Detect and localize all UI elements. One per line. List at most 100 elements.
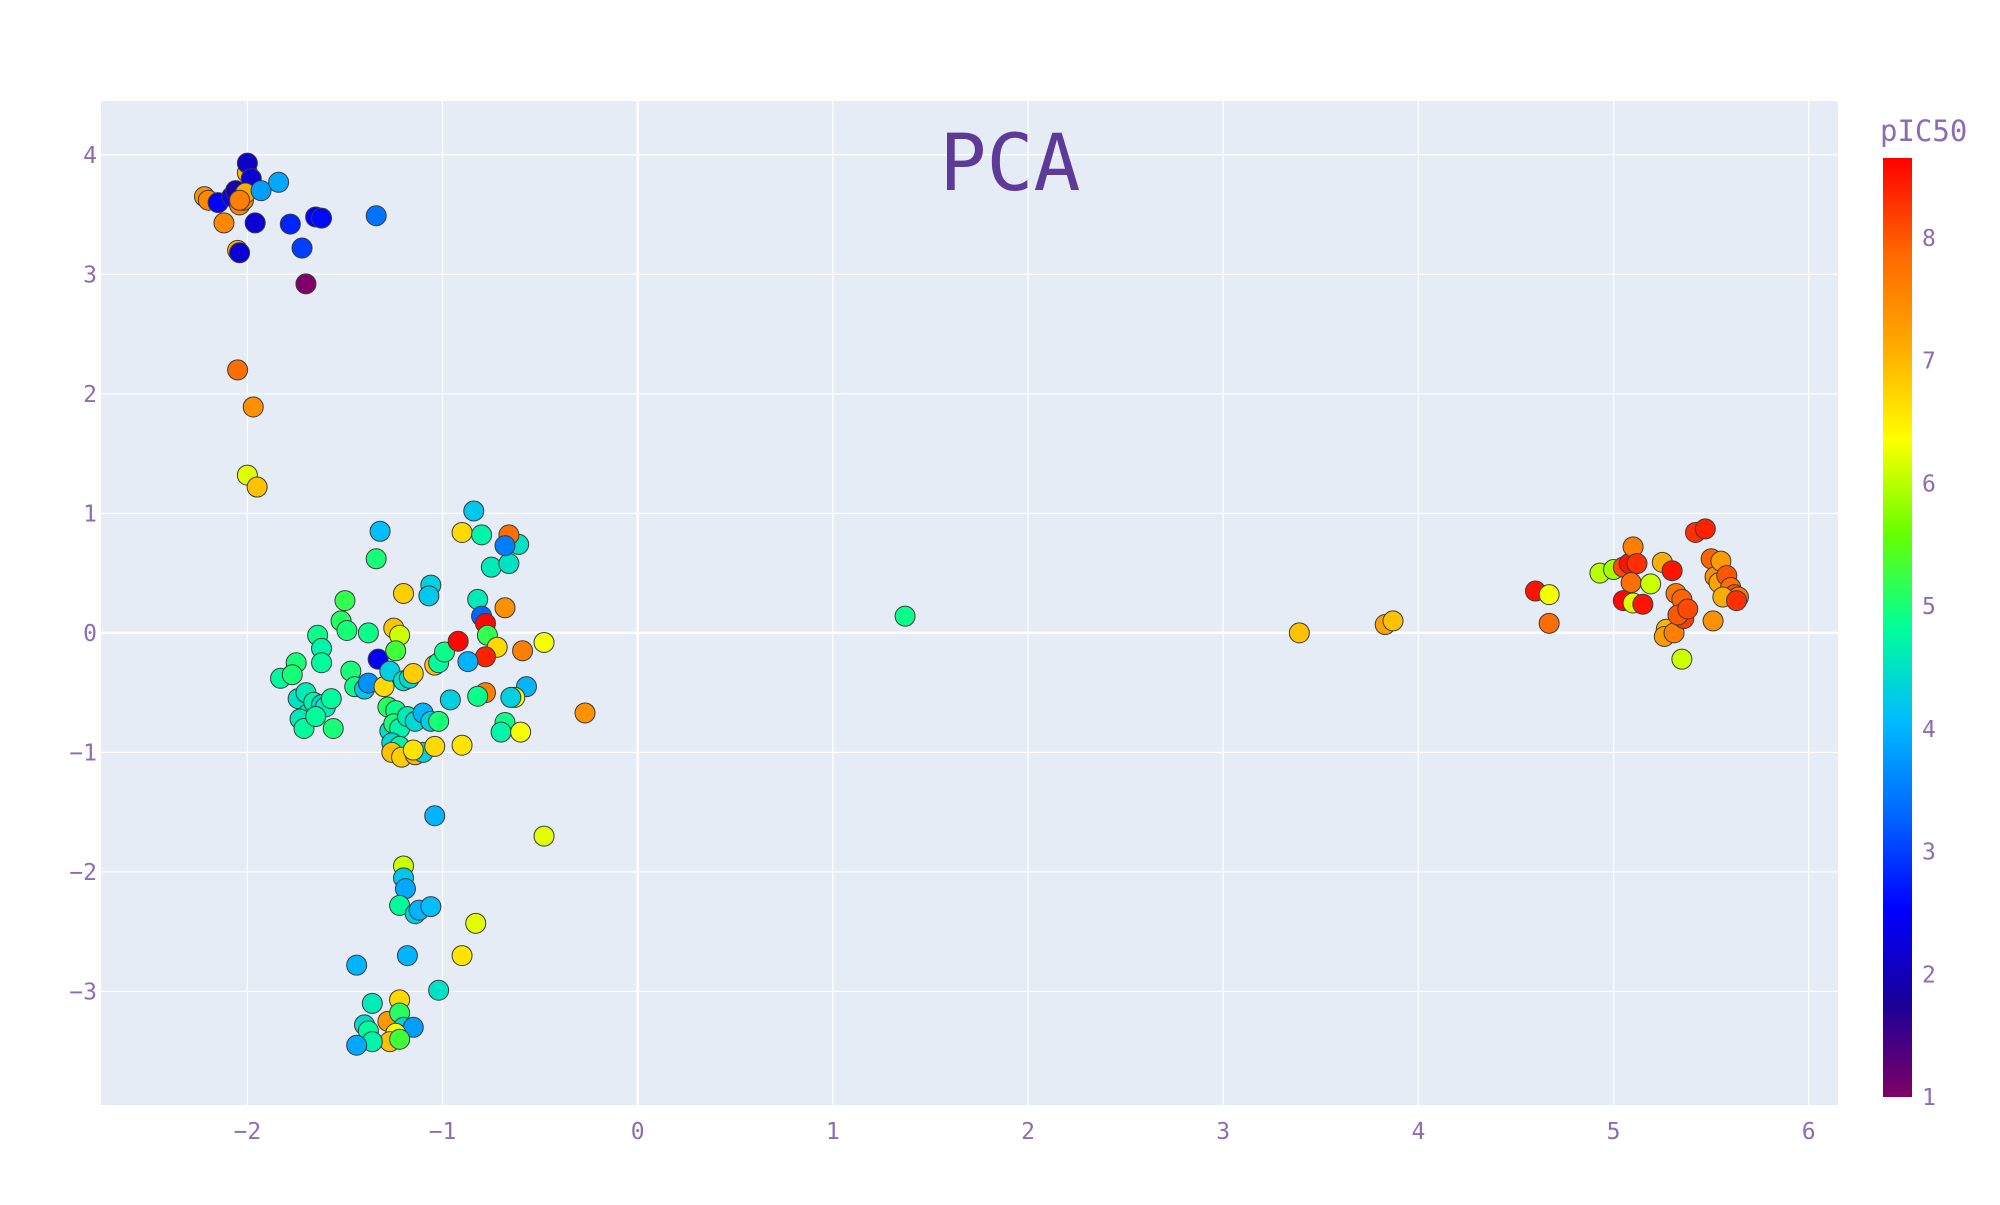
data-point	[533, 631, 555, 653]
colorbar: pIC50 1 2 3 4 5 6 7 8	[1880, 114, 1967, 1111]
data-point	[357, 622, 379, 644]
colorbar-gradient	[1883, 158, 1912, 1097]
x-tick-label: 4	[1411, 1119, 1425, 1145]
colorbar-tick-label: 5	[1922, 594, 1936, 620]
x-tick-label: 5	[1607, 1119, 1621, 1145]
data-point	[369, 520, 391, 542]
data-point	[336, 619, 358, 641]
data-point	[1726, 590, 1748, 612]
colorbar-tick-label: 8	[1922, 226, 1936, 252]
data-point	[451, 945, 473, 967]
colorbar-tick-label: 3	[1922, 840, 1936, 866]
data-point	[1702, 610, 1724, 632]
data-point	[512, 640, 534, 662]
y-tick-label: 4	[83, 143, 97, 169]
data-point	[1640, 573, 1662, 595]
data-point	[533, 825, 555, 847]
data-point	[268, 171, 290, 193]
y-tick-label: 2	[83, 382, 97, 408]
data-point	[311, 207, 333, 229]
x-tick-label: 0	[631, 1119, 645, 1145]
data-point	[463, 500, 485, 522]
data-point	[447, 630, 469, 652]
data-point	[424, 735, 446, 757]
data-point	[393, 582, 415, 604]
data-point	[334, 590, 356, 612]
data-point	[291, 237, 313, 259]
data-point	[365, 548, 387, 570]
data-point	[213, 212, 235, 234]
data-point	[389, 1028, 411, 1050]
data-point	[322, 718, 344, 739]
x-tick-label: 1	[826, 1119, 840, 1145]
data-point	[474, 646, 496, 668]
data-point	[465, 912, 487, 934]
y-tick-label: 0	[83, 621, 97, 647]
data-point	[574, 702, 596, 724]
data-point	[1671, 648, 1693, 670]
chart-title: PCA	[940, 119, 1081, 209]
colorbar-title: pIC50	[1880, 114, 1967, 148]
y-tick-label: 3	[83, 262, 97, 288]
data-point	[1288, 622, 1310, 644]
x-tick-label: 6	[1802, 1119, 1816, 1145]
data-point	[1694, 518, 1716, 540]
data-point	[439, 689, 461, 711]
data-point	[385, 640, 407, 662]
data-point	[320, 688, 342, 710]
data-points	[193, 152, 1749, 1056]
data-point	[428, 979, 450, 1001]
data-point	[1538, 584, 1560, 606]
colorbar-tick-label: 6	[1922, 471, 1936, 497]
data-point	[402, 663, 424, 685]
colorbar-tick-label: 7	[1922, 349, 1936, 375]
y-tick-label: −2	[69, 860, 97, 886]
data-point	[346, 954, 368, 976]
data-point	[229, 189, 251, 211]
colorbar-tick-label: 1	[1922, 1085, 1936, 1111]
data-point	[500, 686, 522, 708]
data-point	[365, 205, 387, 227]
data-point	[1661, 560, 1683, 582]
data-point	[1677, 598, 1699, 620]
data-point	[1382, 610, 1404, 632]
data-point	[498, 553, 520, 575]
data-point	[1626, 553, 1648, 575]
data-point	[1632, 593, 1654, 615]
data-point	[480, 556, 502, 578]
colorbar-tick-label: 2	[1922, 962, 1936, 988]
data-point	[402, 739, 424, 761]
data-point	[457, 651, 479, 673]
data-point	[250, 180, 272, 202]
y-tick-label: −3	[69, 979, 97, 1005]
data-point	[346, 1034, 368, 1056]
data-point	[424, 805, 446, 827]
plot-area	[101, 101, 1838, 1105]
data-point	[418, 585, 440, 607]
data-point	[471, 524, 493, 546]
data-point	[428, 710, 450, 732]
y-tick-label: −1	[69, 740, 97, 766]
data-point	[396, 945, 418, 967]
data-point	[510, 721, 532, 743]
data-point	[1620, 572, 1642, 594]
colorbar-tick-label: 4	[1922, 717, 1936, 743]
data-point	[490, 721, 512, 743]
x-tick-label: 2	[1021, 1119, 1035, 1145]
data-point	[279, 213, 301, 235]
data-point	[467, 685, 489, 707]
data-point	[420, 896, 442, 918]
data-point	[451, 521, 473, 543]
data-point	[494, 597, 516, 619]
x-tick-label: 3	[1216, 1119, 1230, 1145]
data-point	[229, 242, 251, 264]
y-axis-ticks: −3 −2 −1 0 1 2 3 4	[69, 143, 97, 1006]
data-point	[295, 273, 317, 295]
data-point	[1538, 612, 1560, 634]
data-point	[244, 212, 266, 234]
colorbar-ticks: 1 2 3 4 5 6 7 8	[1922, 226, 1936, 1111]
data-point	[361, 992, 383, 1014]
y-tick-label: 1	[83, 501, 97, 527]
data-point	[242, 396, 264, 418]
